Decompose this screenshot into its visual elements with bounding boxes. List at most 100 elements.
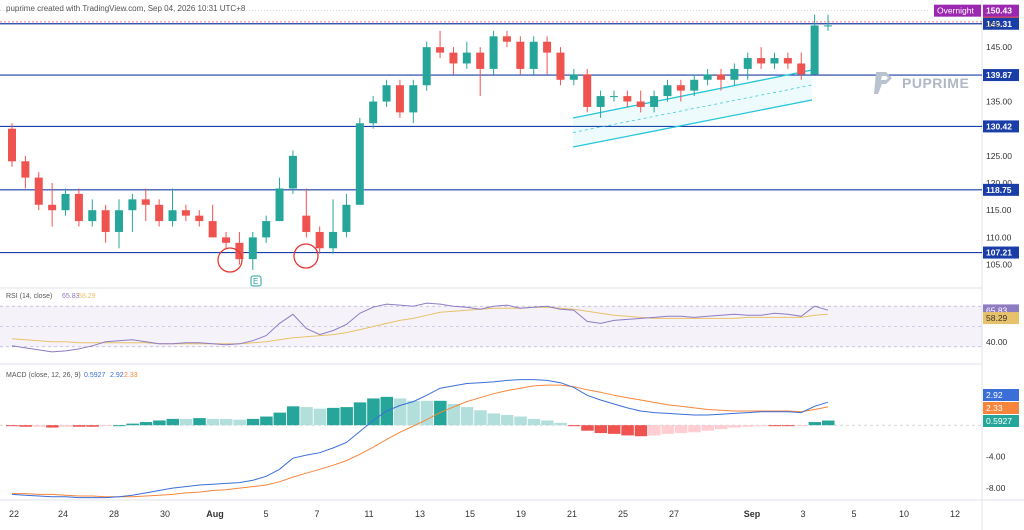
macd-tick-label: -8.00 [986, 483, 1006, 493]
candle-body [128, 199, 137, 211]
macd-histogram-bar [487, 413, 501, 426]
price-tick-label: 115.00 [986, 205, 1012, 215]
candle-body [155, 204, 164, 222]
candle-body [115, 210, 124, 232]
currency-label: USD [986, 22, 1001, 29]
price-tick-label: 120.00 [986, 178, 1012, 188]
macd-histogram-bar [233, 419, 246, 426]
candle-body [195, 215, 204, 222]
overnight-value: 150.43 [986, 6, 1012, 16]
macd-histogram-bar [6, 425, 19, 427]
macd-histogram-bar [781, 425, 795, 427]
macd-value-tag [983, 415, 1019, 427]
price-tick-label: 105.00 [986, 260, 1012, 270]
candle-body [529, 41, 538, 69]
macd-histogram-bar [581, 425, 594, 431]
candle-body [382, 85, 391, 102]
highlight-circle [217, 247, 243, 273]
macd-histogram-bar [621, 425, 634, 436]
macd-value: 2.33 [986, 403, 1003, 413]
candle-body [181, 210, 190, 216]
level-tag [983, 17, 1019, 30]
candle-body [235, 242, 244, 260]
time-axis-label: 5 [851, 509, 856, 519]
macd-histogram-bar [474, 410, 487, 426]
candle-body [810, 25, 819, 75]
channel-mid-line [572, 84, 813, 133]
rsi-ma-line [11, 306, 829, 345]
overnight-value-tag [983, 4, 1019, 17]
candle-body [409, 85, 418, 113]
candle-body [569, 74, 578, 80]
candle-body [342, 204, 351, 232]
macd-histogram-bar [340, 407, 353, 426]
time-axis-label: 11 [364, 509, 373, 519]
candle-body [636, 101, 645, 107]
macd-histogram-bar [166, 418, 180, 426]
level-tag-label: 107.21 [986, 248, 1012, 258]
level-tag [983, 69, 1019, 82]
candle-body [663, 85, 672, 97]
macd-histogram-bar [714, 425, 728, 430]
macd-histogram-bar [260, 416, 273, 426]
time-axis-label: 15 [465, 509, 475, 519]
candle-body [743, 58, 752, 69]
rsi-value: 65.83 [986, 305, 1008, 315]
candle-body [355, 123, 364, 205]
macd-histogram-bar [768, 425, 781, 427]
macd-histogram-bar [607, 425, 621, 434]
macd-value: 2.92 [986, 390, 1003, 400]
time-axis-label: 10 [899, 509, 909, 519]
level-tag-label: 130.42 [986, 121, 1012, 131]
macd-histogram-bar [795, 425, 808, 427]
rsi-label-value: 65.83 [62, 293, 80, 300]
time-axis-label: 7 [314, 509, 319, 519]
level-tag-label: 118.75 [986, 185, 1012, 195]
macd-line [11, 379, 829, 499]
macd-histogram-bar [500, 414, 514, 426]
macd-histogram-bar [153, 420, 166, 426]
candle-body [462, 52, 471, 64]
macd-histogram-bar [701, 425, 715, 431]
rsi-ma-value: 58.29 [986, 313, 1008, 323]
macd-histogram-bar [353, 402, 367, 426]
candle-body [476, 52, 485, 69]
macd-histogram-bar [393, 398, 407, 426]
candle-body [703, 74, 712, 80]
macd-signal-line [12, 384, 829, 498]
candle-body [262, 221, 271, 238]
candle-body [8, 128, 16, 162]
macd-label-value: 0.5927 [84, 372, 106, 379]
candle-body [21, 161, 30, 178]
rsi-line [11, 302, 829, 353]
macd-histogram-bar [741, 425, 755, 427]
candle-body [275, 188, 284, 222]
candle-body [329, 231, 338, 249]
macd-histogram-bar [126, 423, 139, 426]
rsi-tick-label: 40.00 [986, 337, 1008, 347]
time-axis-label: 28 [109, 509, 119, 519]
candle-body [222, 237, 231, 243]
macd-histogram-bar [808, 422, 822, 426]
macd-label-signal: 2.92 [110, 372, 124, 379]
macd-histogram-bar [674, 425, 688, 434]
macd-histogram-bar [32, 425, 46, 427]
candle-body [88, 210, 97, 222]
macd-histogram-bar [300, 407, 313, 426]
macd-histogram-bar [220, 418, 233, 426]
macd-histogram-bar [728, 425, 741, 428]
macd-histogram-bar [648, 425, 661, 436]
price-tick-label: 135.00 [986, 97, 1012, 107]
candle-body [315, 231, 324, 249]
macd-histogram-bar [554, 422, 567, 426]
candle-body [676, 85, 685, 91]
candle-body [650, 96, 659, 107]
macd-histogram-bar [420, 400, 434, 426]
candle-body [489, 36, 498, 69]
macd-histogram-bar [139, 422, 153, 426]
candle-body [288, 155, 297, 189]
macd-histogram-bar [514, 416, 527, 426]
macd-histogram-bar [527, 418, 541, 426]
macd-histogram-bar [688, 425, 701, 433]
